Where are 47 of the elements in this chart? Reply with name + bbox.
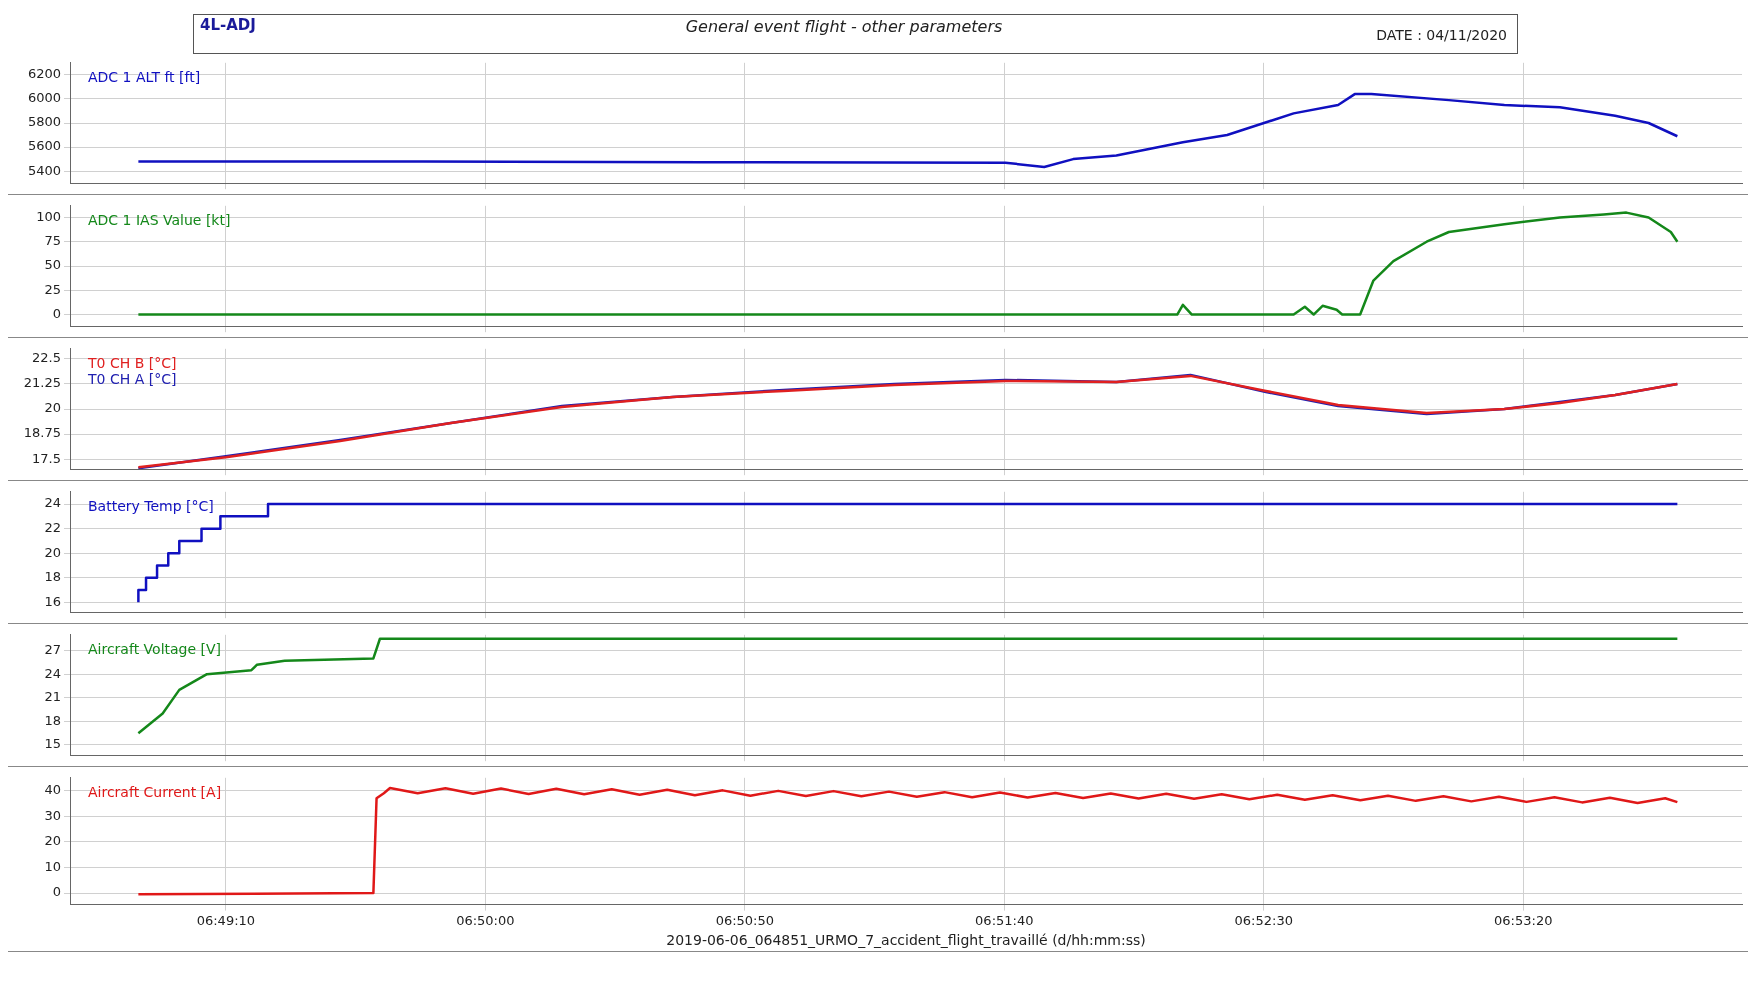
text: DATE : 04/11/2020 (1376, 27, 1507, 43)
text: T0 CH A [°C] (87, 371, 177, 388)
y-tick-label: 22.5 (32, 350, 61, 366)
x-tick-label: 06:52:30 (1234, 912, 1293, 928)
y-tick-label: 24 (44, 495, 61, 511)
text: T0 CH B [°C] (87, 355, 177, 372)
y-tick-label: 30 (44, 807, 61, 823)
x-axis-title: 2019-06-06_064851_URMO_7_accident_flight_travaillé (d/hh:mm:ss) (666, 932, 1146, 949)
y-tick-label: 6200 (27, 66, 61, 82)
x-tick-label: 06:49:10 (196, 912, 256, 928)
y-tick-label: 75 (44, 233, 61, 249)
y-tick-label: 18.75 (23, 425, 61, 441)
y-tick-label: 20 (44, 544, 61, 560)
y-tick-label: 100 (36, 208, 61, 224)
y-tick-label: 22 (44, 520, 61, 536)
y-tick-label: 20 (44, 400, 61, 416)
x-tick-label: 06:53:20 (1494, 912, 1553, 928)
x-tick-label: 06:51:40 (975, 912, 1034, 928)
y-tick-label: 27 (44, 641, 61, 657)
y-tick-label: 21 (44, 689, 61, 705)
y-tick-label: 0 (52, 884, 61, 900)
y-tick-label: 16 (44, 593, 61, 609)
y-tick-label: 10 (44, 858, 61, 874)
chart-title: General event flight - other parameters (684, 17, 1004, 36)
y-tick-label: 0 (52, 305, 61, 321)
y-tick-label: 18 (44, 712, 61, 728)
series-label: Battery Temp [°C] (88, 498, 214, 515)
y-tick-label: 20 (44, 833, 61, 849)
text: Aircraft Current [A] (88, 784, 222, 801)
x-tick-label: 06:50:50 (715, 912, 775, 928)
x-tick-label: 06:50:00 (456, 912, 515, 928)
series-label: Aircraft Voltage [V] (88, 641, 222, 658)
y-tick-label: 6000 (27, 90, 61, 106)
text: ADC 1 ALT ft [ft] (88, 69, 201, 86)
y-tick-label: 50 (44, 257, 61, 273)
y-tick-label: 25 (44, 281, 61, 297)
y-tick-label: 17.5 (32, 450, 61, 466)
text: 4L-ADJ (200, 16, 256, 34)
y-tick-label: 5800 (27, 114, 61, 130)
y-tick-label: 40 (44, 781, 61, 797)
y-tick-label: 5400 (27, 162, 61, 178)
y-tick-label: 24 (44, 665, 61, 681)
y-tick-label: 21.25 (23, 375, 61, 391)
text: ADC 1 IAS Value [kt] (88, 212, 231, 229)
y-tick-label: 15 (44, 736, 61, 752)
y-tick-label: 5600 (27, 138, 61, 154)
y-tick-label: 18 (44, 569, 61, 585)
